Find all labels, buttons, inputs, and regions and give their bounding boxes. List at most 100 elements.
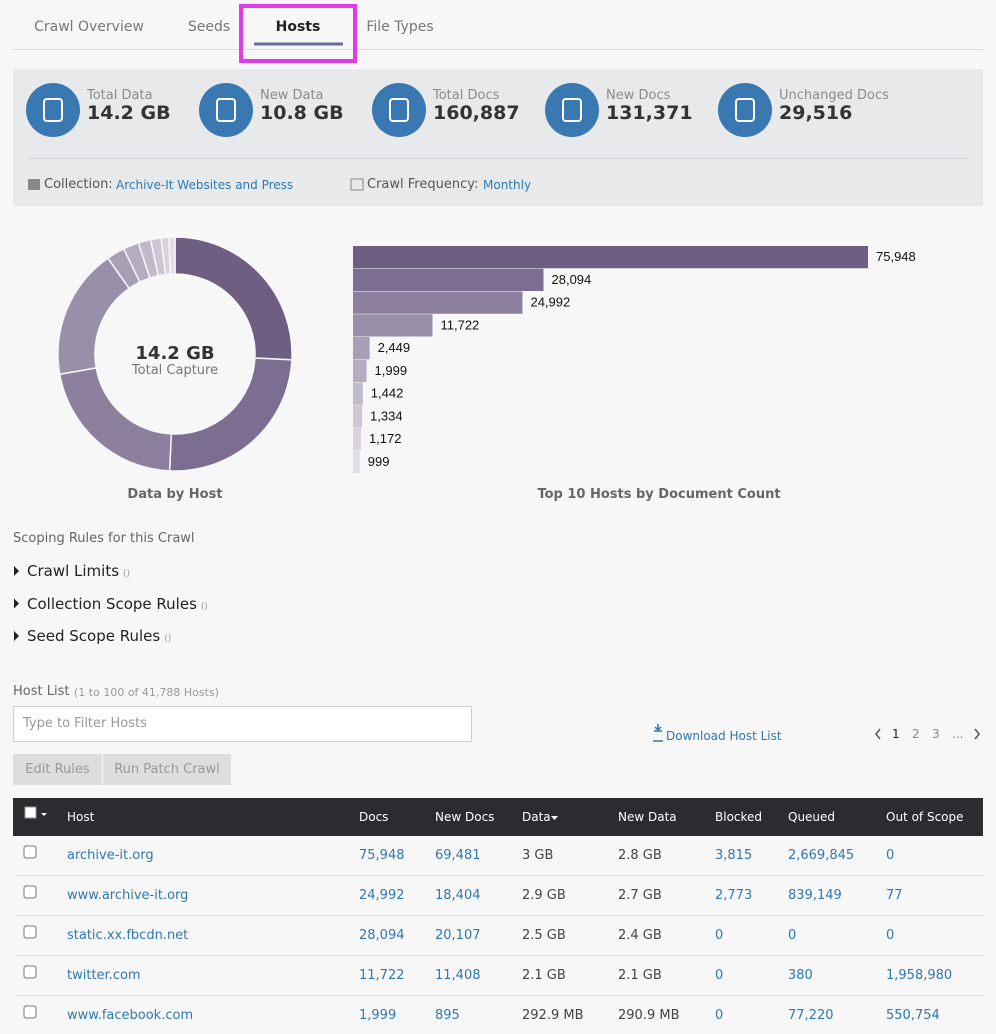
column-header[interactable]: Host [67, 810, 95, 824]
table-cell[interactable]: 839,149 [788, 888, 842, 903]
column-header[interactable]: Docs [359, 810, 389, 824]
sort-caret [551, 816, 558, 820]
donut-slice [174, 236, 293, 361]
page-link[interactable]: 3 [932, 727, 940, 741]
table-cell: 2.9 GB [522, 888, 566, 903]
table-cell: 292.9 MB [522, 1008, 584, 1023]
select-all-checkbox [24, 806, 37, 819]
table-cell[interactable]: 0 [788, 928, 797, 943]
table-cell[interactable]: 1,958,980 [886, 968, 953, 983]
bar [353, 246, 868, 269]
table-cell[interactable]: 0 [715, 968, 724, 983]
column-header[interactable]: New Data [618, 810, 677, 824]
collection-value[interactable]: Archive-It Websites and Press [116, 178, 294, 192]
bar-value-label: 1,172 [369, 431, 402, 446]
table-cell[interactable]: archive-it.org [67, 848, 154, 863]
stat-icon-glyph [43, 98, 63, 122]
table-cell[interactable]: 75,948 [359, 848, 405, 863]
stat-icon [545, 83, 599, 137]
row-divider [13, 915, 983, 916]
tab[interactable]: File Types [366, 19, 434, 35]
page-link[interactable]: 1 [892, 727, 900, 741]
page-link[interactable]: 2 [912, 727, 920, 741]
column-header[interactable]: Queued [788, 810, 836, 824]
bar-value-label: 1,442 [371, 386, 404, 401]
bar [353, 314, 433, 337]
table-cell[interactable]: www.archive-it.org [67, 888, 189, 903]
host-list-title: Host List [13, 684, 70, 699]
bar [353, 268, 544, 291]
column-header[interactable]: Data [522, 810, 551, 824]
bar [353, 291, 523, 314]
bar-value-label: 11,722 [440, 317, 479, 332]
scoping-item[interactable]: Crawl Limits() [27, 562, 131, 580]
table-cell[interactable]: 550,754 [886, 1008, 940, 1023]
frequency-icon [350, 178, 364, 191]
table-cell[interactable]: static.xx.fbcdn.net [67, 928, 189, 943]
stat-value: 160,887 [433, 102, 520, 124]
tab[interactable]: Crawl Overview [34, 19, 144, 35]
expand-arrow [14, 631, 19, 641]
column-header[interactable]: Out of Scope [886, 810, 964, 824]
next-page [974, 728, 980, 740]
select-caret [41, 813, 47, 816]
download-link[interactable]: Download Host List [666, 729, 782, 743]
donut-center-value: 14.2 GB [135, 343, 214, 364]
table-cell[interactable]: 0 [886, 928, 895, 943]
bar [353, 359, 367, 382]
table-cell[interactable]: 18,404 [435, 888, 481, 903]
stat-icon [372, 83, 426, 137]
filter-input[interactable]: Type to Filter Hosts [13, 706, 472, 742]
button[interactable]: Edit Rules [13, 754, 102, 785]
table-cell: 2.7 GB [618, 888, 662, 903]
row-checkbox [23, 965, 37, 979]
frequency-value[interactable]: Monthly [483, 178, 532, 192]
table-header [13, 798, 983, 836]
table-cell[interactable]: 77,220 [788, 1008, 834, 1023]
chart-title: Data by Host [127, 487, 222, 502]
table-cell[interactable]: 24,992 [359, 888, 405, 903]
row-checkbox [23, 845, 37, 859]
scoping-count: () [200, 601, 208, 612]
stat-label: Total Data [87, 88, 153, 103]
table-cell[interactable]: 11,408 [435, 968, 481, 983]
stats-panel [13, 69, 983, 206]
stat-label: Total Docs [433, 88, 500, 103]
prev-page [875, 728, 881, 740]
table-cell[interactable]: 2,669,845 [788, 848, 855, 863]
tab[interactable]: Hosts [275, 19, 321, 35]
table-cell[interactable]: 69,481 [435, 848, 481, 863]
table-cell[interactable]: 2,773 [715, 888, 753, 903]
column-header[interactable]: Blocked [715, 810, 763, 824]
stat-label: New Data [260, 88, 324, 103]
button[interactable]: Run Patch Crawl [103, 754, 231, 785]
table-cell[interactable]: twitter.com [67, 968, 141, 983]
scoping-item[interactable]: Seed Scope Rules() [27, 627, 172, 645]
expand-arrow [14, 566, 19, 576]
table-cell[interactable]: 28,094 [359, 928, 405, 943]
table-cell[interactable]: 0 [715, 1008, 724, 1023]
bar [353, 450, 360, 473]
table-cell[interactable]: 380 [788, 968, 813, 983]
table-cell[interactable]: 0 [886, 848, 895, 863]
page-link[interactable]: ... [952, 727, 964, 741]
collection-label: Collection: [44, 177, 113, 192]
table-cell[interactable]: 20,107 [435, 928, 481, 943]
donut-center-label: Total Capture [131, 363, 218, 378]
table-cell[interactable]: www.facebook.com [67, 1008, 194, 1023]
table-cell[interactable]: 0 [715, 928, 724, 943]
bar-value-label: 75,948 [876, 249, 916, 264]
table-cell[interactable]: 1,999 [359, 1008, 397, 1023]
table-cell[interactable]: 11,722 [359, 968, 405, 983]
table-cell[interactable]: 3,815 [715, 848, 753, 863]
column-header[interactable]: New Docs [435, 810, 495, 824]
stat-value: 29,516 [779, 102, 853, 124]
tab[interactable]: Seeds [187, 19, 231, 35]
scoping-item[interactable]: Collection Scope Rules() [27, 594, 208, 613]
table-cell[interactable]: 895 [435, 1008, 460, 1023]
stat-label: Unchanged Docs [779, 88, 889, 103]
table-cell[interactable]: 77 [886, 888, 903, 903]
stat-value: 10.8 GB [260, 102, 344, 124]
stat-icon [26, 83, 80, 137]
